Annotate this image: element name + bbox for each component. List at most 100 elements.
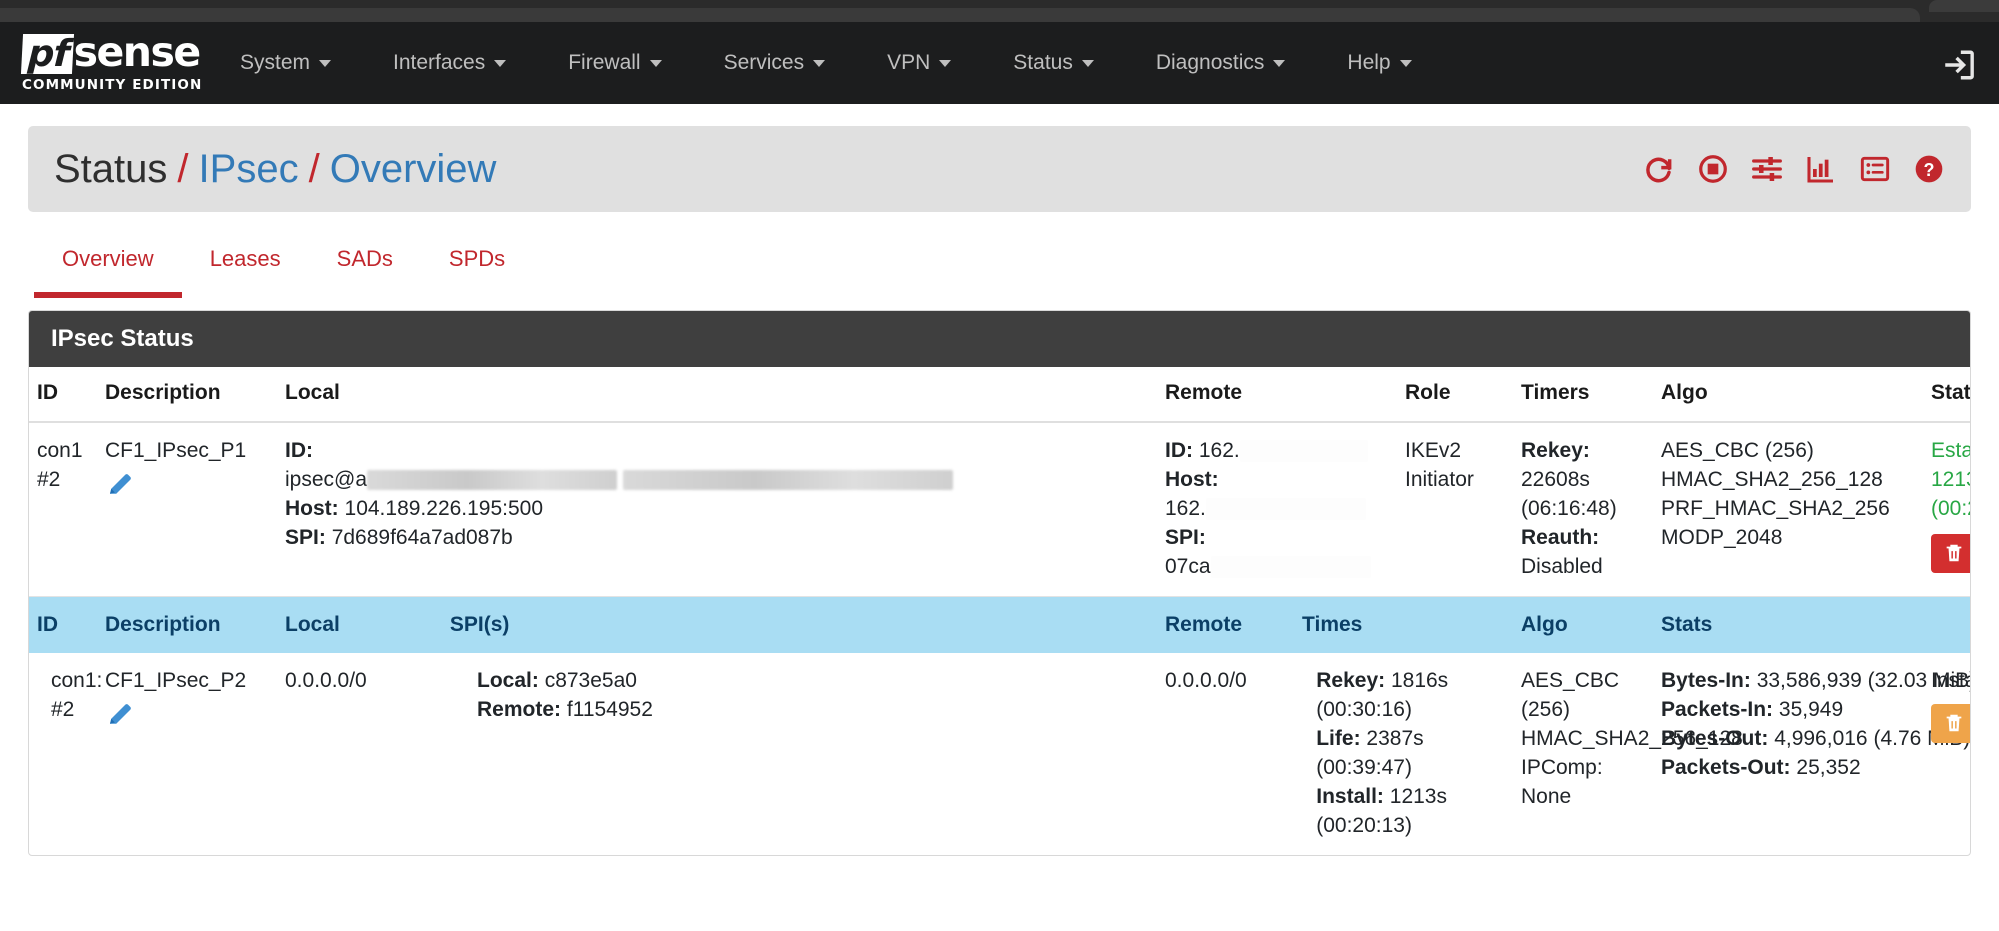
phase1-remote-id-line: ID: 162. (1165, 437, 1389, 466)
phase1-status-seconds: 1213 s (1931, 467, 1970, 491)
browser-tab-stub[interactable] (1929, 0, 1999, 12)
nav-item-vpn[interactable]: VPN (887, 41, 952, 85)
nav-item-interfaces-label: Interfaces (393, 51, 486, 74)
list-icon[interactable] (1859, 153, 1891, 185)
sub-col-header-local-label: Local (285, 612, 340, 636)
sub-col-header-id: ID (29, 596, 97, 653)
breadcrumb-link-ipsec[interactable]: IPsec (198, 146, 299, 191)
cell-algo: AES_CBC (256) HMAC_SHA2_256_128 PRF_HMAC… (1653, 422, 1923, 597)
nav-item-system[interactable]: System (240, 41, 332, 85)
phase1-local-spi-value: 7d689f64a7ad087b (331, 525, 513, 549)
phase1-local-spi-label: SPI: (285, 525, 326, 549)
sub-col-header-local: Local SPI(s) (277, 596, 1157, 653)
breadcrumb-separator: / (177, 146, 189, 191)
cell-sub-id: con1: #2 (29, 653, 102, 855)
phase2-spis: Local: c873e5a0 Remote: f1154952 (477, 667, 653, 725)
phase1-algo-enc: AES_CBC (256) (1661, 439, 1814, 462)
redacted-block (623, 470, 954, 491)
phase1-local-host-line: Host: 104.189.226.195:500 (285, 495, 1149, 524)
pencil-icon[interactable] (105, 700, 135, 739)
chevron-down-icon (1273, 59, 1286, 67)
brand-sense-mark: sense (73, 28, 202, 76)
phase2-packets-out-line: Packets-Out: 25,352 (1661, 754, 1915, 783)
phase2-remote: 0.0.0.0/0 (1165, 668, 1247, 692)
bar-chart-icon[interactable] (1805, 153, 1837, 185)
tab-overview[interactable]: Overview (34, 246, 182, 298)
phase1-algo-prf: PRF_HMAC_SHA2_256 (1661, 496, 1890, 520)
chevron-down-icon (813, 59, 826, 67)
phase2-packets-in-value: 35,949 (1778, 697, 1844, 721)
breadcrumb-panel: Status / IPsec / Overview (28, 126, 1971, 212)
phase1-algo-auth: HMAC_SHA2_256_128 (1661, 467, 1883, 491)
phase2-bytes-in-line: Bytes-In: 33,586,939 (32.03 MiB) (1661, 667, 1970, 696)
phase1-local-id-value-line: ipsec@a (285, 466, 1149, 495)
chevron-down-icon (319, 59, 332, 67)
breadcrumb-actions: ? (1643, 153, 1945, 185)
cell-role: IKEv2 Initiator (1397, 422, 1513, 597)
cell-sub-stats: Bytes-In: 33,586,939 (32.03 MiB) Packets… (1653, 653, 1970, 855)
phase1-remote-spi-value-line: 07ca (1165, 553, 1389, 582)
nav-item-firewall[interactable]: Firewall (568, 41, 662, 85)
tab-spds[interactable]: SPDs (448, 246, 506, 271)
phase2-bytes-in-label: Bytes-In: (1661, 668, 1751, 692)
chevron-down-icon (649, 59, 662, 67)
nav-item-diagnostics[interactable]: Diagnostics (1156, 41, 1286, 85)
logout-button[interactable] (1941, 48, 1975, 82)
chevron-down-icon (1399, 59, 1412, 67)
cell-status: Establ 1213 s (00:20 Dis (1923, 422, 1970, 597)
child-table-header-row: ID Description Local SPI(s) Remote Times (29, 596, 1970, 653)
nav-item-status[interactable]: Status (1013, 41, 1094, 85)
nav-item-interfaces[interactable]: Interfaces (393, 41, 507, 85)
sub-col-header-status-spacer (1923, 596, 1970, 653)
phase1-remote-host-label: Host: (1165, 467, 1219, 491)
nav-item-help[interactable]: Help (1347, 41, 1412, 85)
breadcrumb-link-overview[interactable]: Overview (329, 146, 497, 191)
cell-remote: ID: 162. Host: 162. SPI: 0 (1157, 422, 1397, 597)
phase1-remote-spi-label: SPI: (1165, 525, 1206, 549)
cell-sub-remote-times: 0.0.0.0/0 Rekey: 1816s (00:30:16) Life: … (1157, 653, 1513, 855)
refresh-icon[interactable] (1643, 153, 1675, 185)
phase2-life-label: Life: (1316, 726, 1361, 750)
browser-tabstrip (0, 8, 1920, 22)
col-header-role: Role (1397, 367, 1513, 423)
phase2-rekey-line: Rekey: 1816s (00:30:16) (1316, 667, 1505, 725)
phase2-install-line: Install: 1213s (00:20:13) (1316, 783, 1505, 841)
phase2-rekey-value: 1816s (00:30:16) (1316, 668, 1449, 721)
pfsense-logo[interactable]: pf sense COMMUNITY EDITION (20, 28, 207, 93)
redacted-block (1210, 556, 1371, 579)
nav-item-help-label: Help (1347, 51, 1391, 74)
phase2-spi-local-value: c873e5a0 (544, 668, 637, 692)
phase1-local-host-value: 104.189.226.195:500 (344, 496, 544, 520)
sub-col-header-remote-label: Remote (1165, 612, 1243, 636)
phase2-bytes-out-value: 4,996,016 (4.76 MiB) (1774, 726, 1971, 750)
stop-icon[interactable] (1697, 153, 1729, 185)
chevron-down-icon (939, 59, 952, 67)
nav-item-diagnostics-label: Diagnostics (1155, 51, 1265, 74)
nav-item-services-label: Services (723, 51, 805, 74)
cell-id: con1 #2 (29, 422, 97, 597)
col-header-id: ID (29, 367, 97, 423)
navbar-menu: System Interfaces Firewall Services VPN … (240, 41, 1474, 85)
tab-leases[interactable]: Leases (209, 246, 281, 271)
sub-col-header-times-label: Times (1302, 612, 1363, 636)
col-header-status: Status (1923, 367, 1970, 423)
phase2-disconnect-button[interactable]: Disco (1931, 703, 1970, 743)
help-icon[interactable]: ? (1913, 153, 1945, 185)
nav-item-vpn-label: VPN (887, 51, 931, 74)
phase2-description: CF1_IPsec_P2 (105, 668, 247, 692)
phase2-packets-in-line: Packets-In: 35,949 (1661, 696, 1915, 725)
disconnect-button[interactable]: Dis (1931, 533, 1970, 573)
redacted-block (1239, 440, 1368, 463)
phase1-rekey-value: 22608s (1521, 467, 1590, 491)
sub-col-header-spis-label: SPI(s) (449, 612, 510, 636)
brand-wordmark: pf sense (20, 28, 202, 76)
pencil-icon[interactable] (105, 470, 135, 509)
tab-sads[interactable]: SADs (336, 246, 393, 271)
cell-sub-algo: AES_CBC (256) HMAC_SHA2_256_128 IPComp: … (1513, 653, 1743, 855)
sliders-icon[interactable] (1751, 153, 1783, 185)
nav-item-services[interactable]: Services (724, 41, 826, 85)
browser-chrome-strip (0, 0, 1999, 22)
sub-col-header-algo: Algo (1513, 596, 1653, 653)
phase2-spi-remote-line: Remote: f1154952 (477, 696, 653, 725)
phase1-remote-spi-line: SPI: (1165, 524, 1389, 553)
